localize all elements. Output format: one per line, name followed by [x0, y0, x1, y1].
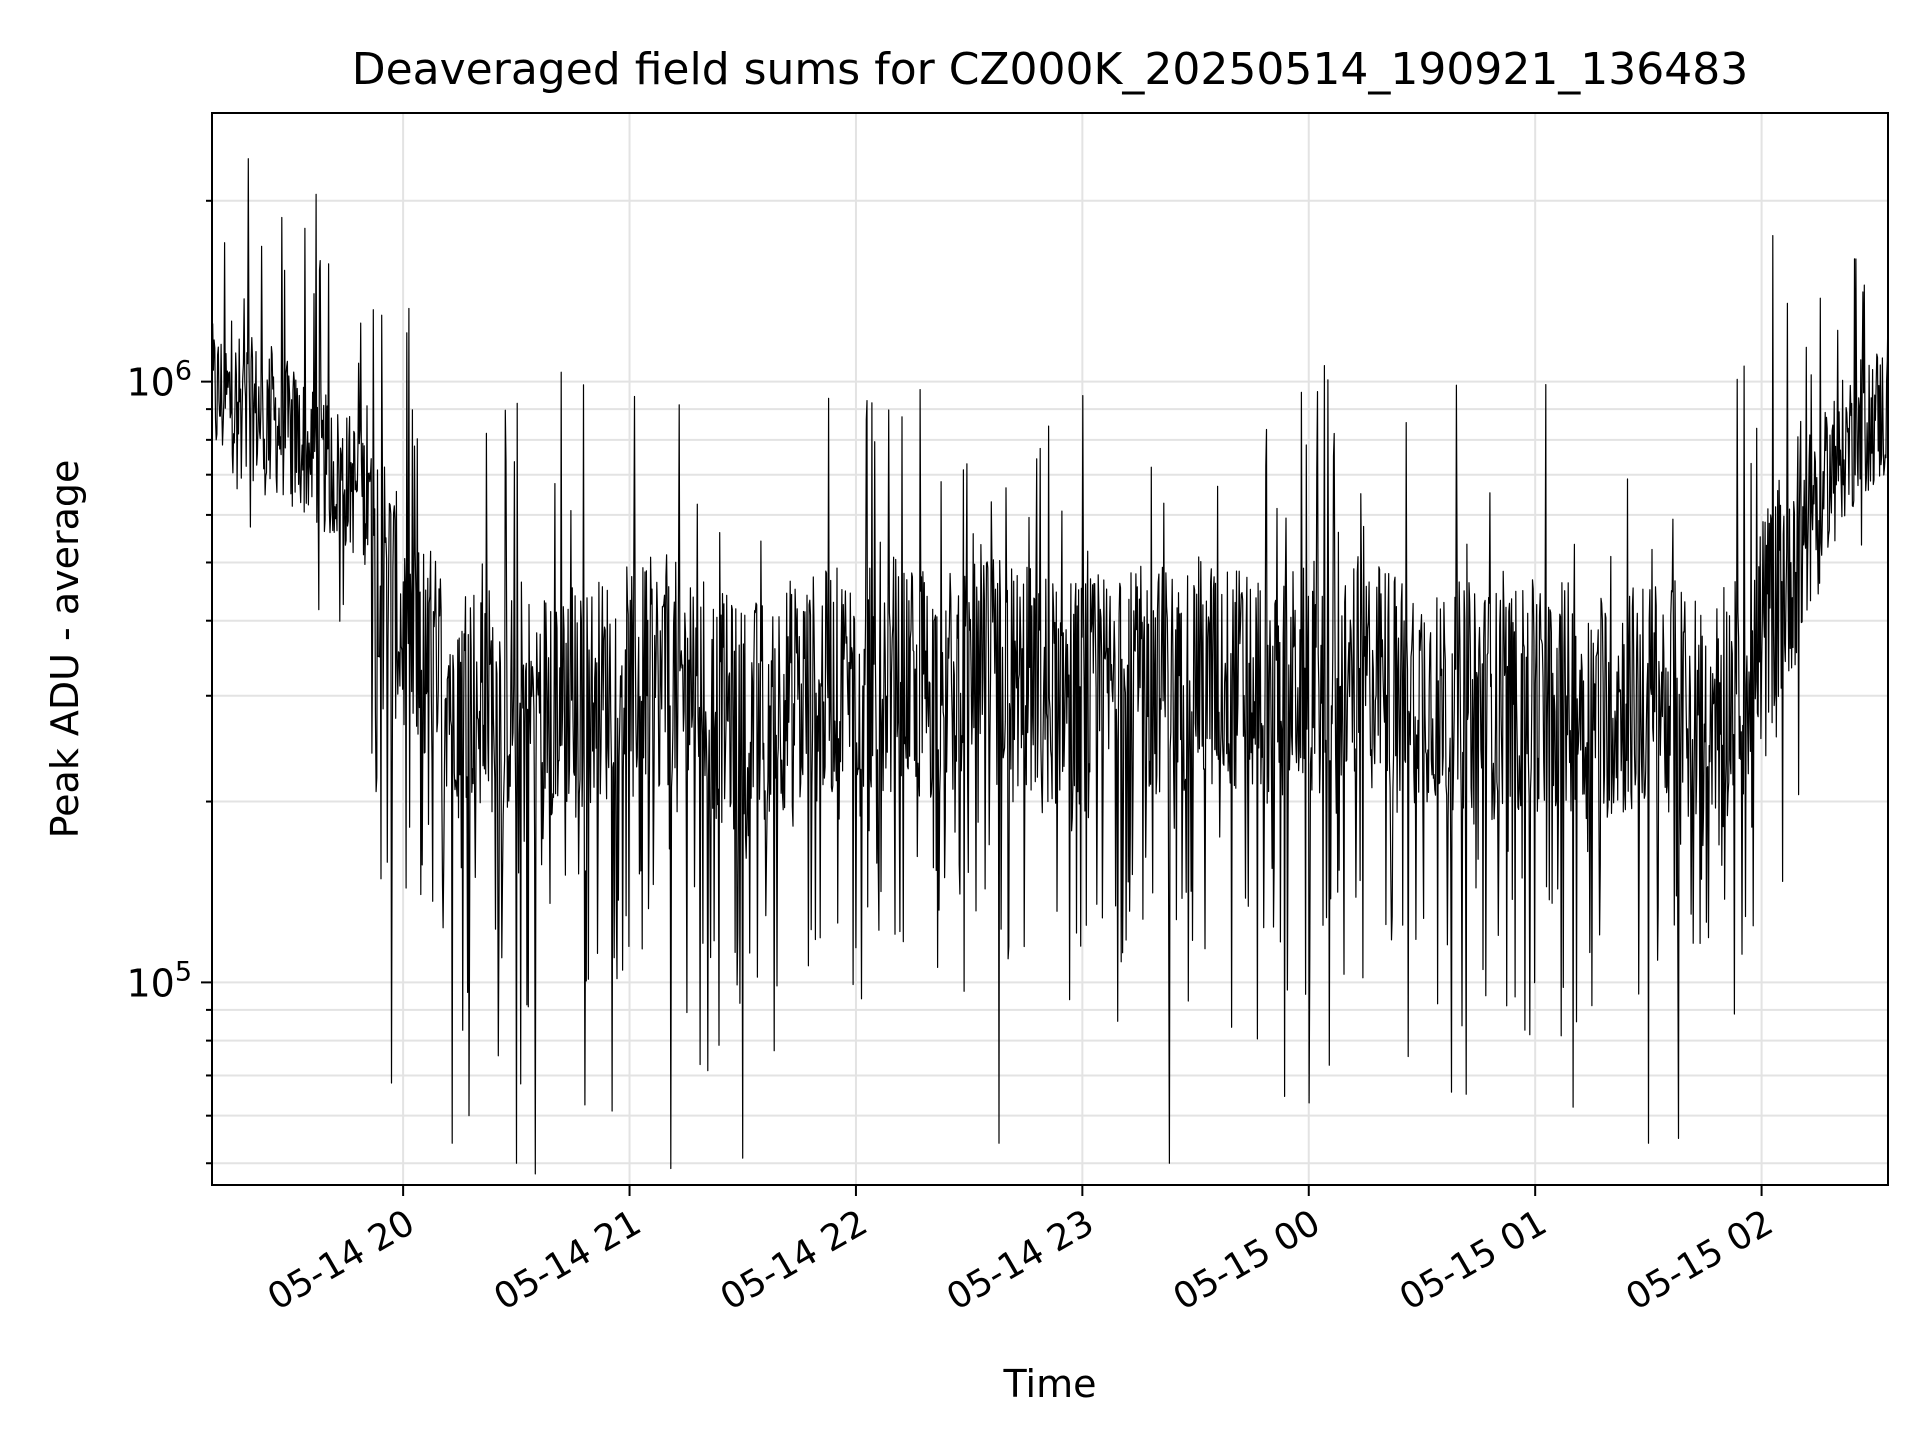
chart-title: Deaveraged field sums for CZ000K_2025051… [352, 44, 1749, 95]
y-tick-label: 105 [126, 956, 192, 1005]
y-axis-label: Peak ADU - average [43, 460, 87, 839]
y-axis-ticks: 105 106 [126, 199, 212, 1165]
x-axis-label: Time [1003, 1362, 1097, 1406]
series-line [212, 158, 1888, 1175]
y-tick-label: 106 [126, 356, 192, 405]
plot-frame [211, 112, 1889, 1186]
series-line-group [212, 158, 1888, 1175]
